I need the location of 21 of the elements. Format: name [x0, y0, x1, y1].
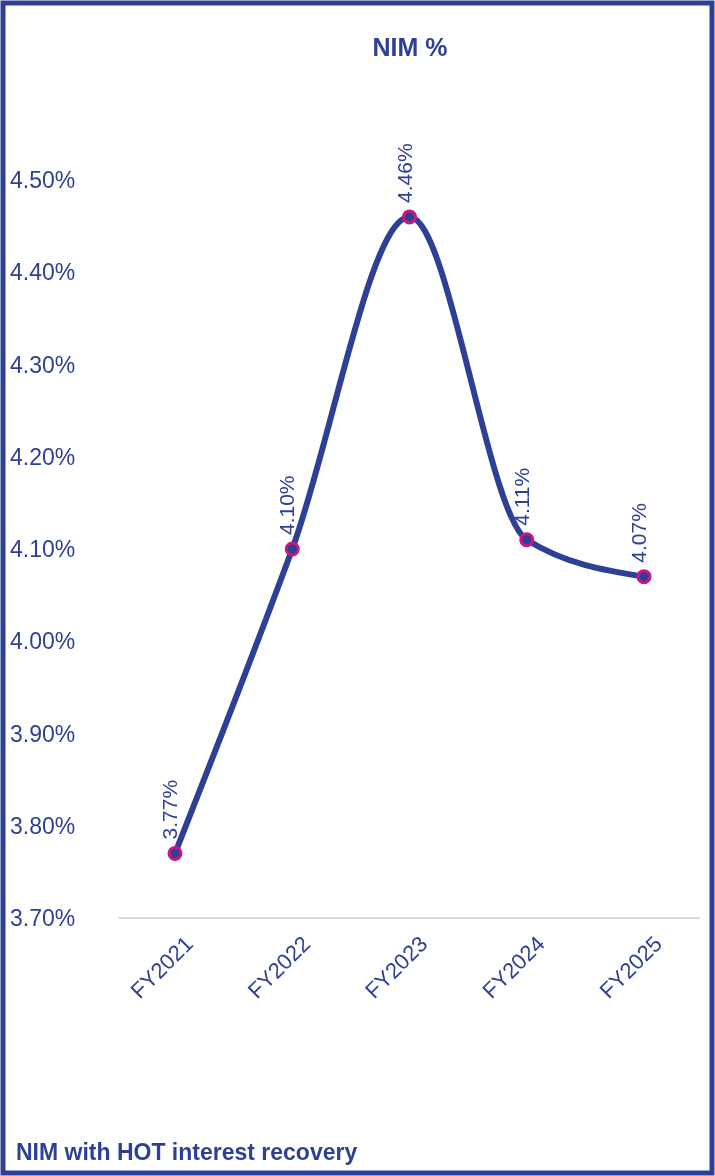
data-label: 4.46% — [392, 143, 416, 203]
point — [519, 532, 535, 548]
y-tick-label: 3.80% — [10, 812, 76, 839]
point — [636, 569, 652, 585]
text: NIM with HOT interest recovery — [16, 1139, 358, 1165]
y-tick-label: 4.10% — [10, 536, 76, 562]
point — [167, 845, 183, 861]
y-tick-label: 4.50% — [10, 167, 76, 193]
y-tick-label: 4.30% — [10, 351, 76, 378]
point — [402, 209, 417, 225]
y-tick-label: 3.90% — [10, 720, 76, 747]
data-label: 3.77% — [158, 779, 181, 840]
data-label: 4.07% — [627, 503, 650, 563]
y-tick-label: 4.40% — [10, 259, 76, 286]
y-tick-label: 4.20% — [10, 443, 76, 470]
chart-title: NIM % — [372, 33, 448, 61]
y-tick-label: 3.70% — [10, 905, 76, 931]
data-label: 4.10% — [275, 475, 299, 535]
point — [284, 541, 300, 557]
y-tick-label: 4.00% — [10, 628, 76, 655]
data-label: 4.11% — [509, 467, 533, 526]
